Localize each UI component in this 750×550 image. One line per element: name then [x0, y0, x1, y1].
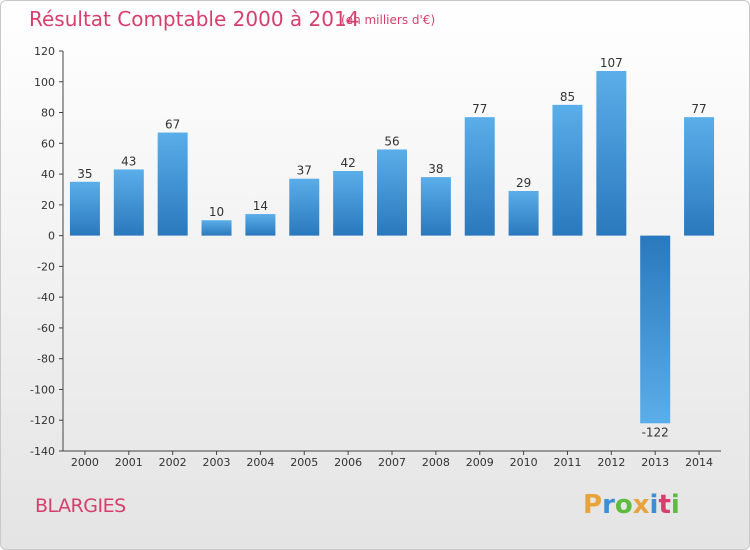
y-tick-label: 60 — [41, 137, 55, 150]
y-tick-label: -80 — [37, 353, 55, 366]
logo-letter: x — [632, 490, 650, 520]
y-tick-label: 120 — [34, 45, 55, 58]
bar — [201, 220, 232, 236]
chart-title: Résultat Comptable 2000 à 2014 — [29, 7, 360, 31]
x-tick-label: 2003 — [203, 456, 231, 469]
value-label: 37 — [297, 164, 312, 178]
y-tick-label: 0 — [48, 230, 55, 243]
x-tick-label: 2006 — [334, 456, 362, 469]
value-label: 29 — [516, 176, 531, 190]
value-label: 14 — [253, 199, 268, 213]
bar — [596, 71, 627, 236]
y-tick-label: 80 — [41, 107, 55, 120]
bar — [464, 117, 495, 236]
place-name: BLARGIES — [35, 495, 126, 517]
x-tick-label: 2011 — [553, 456, 581, 469]
bar — [333, 171, 364, 236]
y-tick-label: -40 — [37, 291, 55, 304]
value-label: 35 — [77, 167, 92, 181]
bar — [289, 178, 320, 236]
y-tick-label: -120 — [30, 414, 55, 427]
y-tick-label: -100 — [30, 383, 55, 396]
value-label: -122 — [642, 425, 669, 439]
value-label: 10 — [209, 205, 224, 219]
x-tick-label: 2002 — [159, 456, 187, 469]
x-tick-label: 2010 — [510, 456, 538, 469]
logo-letter: P — [583, 490, 603, 520]
logo-letter: t — [658, 490, 671, 520]
y-tick-label: 100 — [34, 76, 55, 89]
x-tick-label: 2013 — [641, 456, 669, 469]
x-tick-label: 2000 — [71, 456, 99, 469]
bar — [69, 181, 100, 236]
value-label: 85 — [560, 90, 575, 104]
y-tick-label: 40 — [41, 168, 55, 181]
logo-letter: r — [602, 490, 615, 520]
bar — [157, 132, 188, 236]
x-tick-label: 2004 — [246, 456, 274, 469]
value-label: 42 — [340, 156, 355, 170]
value-label: 67 — [165, 118, 180, 132]
value-label: 38 — [428, 162, 443, 176]
y-tick-label: -140 — [30, 445, 55, 458]
bar — [508, 191, 539, 236]
bar — [420, 177, 451, 236]
value-label: 77 — [472, 102, 487, 116]
x-tick-label: 2001 — [115, 456, 143, 469]
bar — [684, 117, 715, 236]
y-tick-label: -20 — [37, 260, 55, 273]
y-tick-label: -60 — [37, 322, 55, 335]
value-label: 56 — [384, 134, 399, 148]
value-label: 43 — [121, 154, 136, 168]
x-tick-label: 2014 — [685, 456, 713, 469]
value-label: 77 — [691, 102, 706, 116]
logo-letter: o — [614, 490, 633, 520]
bar — [245, 214, 276, 236]
bar — [552, 104, 583, 236]
x-tick-label: 2009 — [466, 456, 494, 469]
proxiti-logo: Proxiti — [583, 490, 680, 520]
x-tick-label: 2012 — [597, 456, 625, 469]
bar — [113, 169, 144, 236]
bar — [377, 149, 407, 236]
y-tick-label: 20 — [41, 199, 55, 212]
chart-subtitle: (en milliers d'€) — [341, 13, 436, 27]
x-tick-label: 2008 — [422, 456, 450, 469]
bar — [640, 235, 671, 424]
logo-letter: i — [649, 490, 659, 520]
logo-letter: i — [670, 490, 680, 520]
value-label: 107 — [600, 56, 623, 70]
x-tick-label: 2005 — [290, 456, 318, 469]
x-tick-label: 2007 — [378, 456, 406, 469]
